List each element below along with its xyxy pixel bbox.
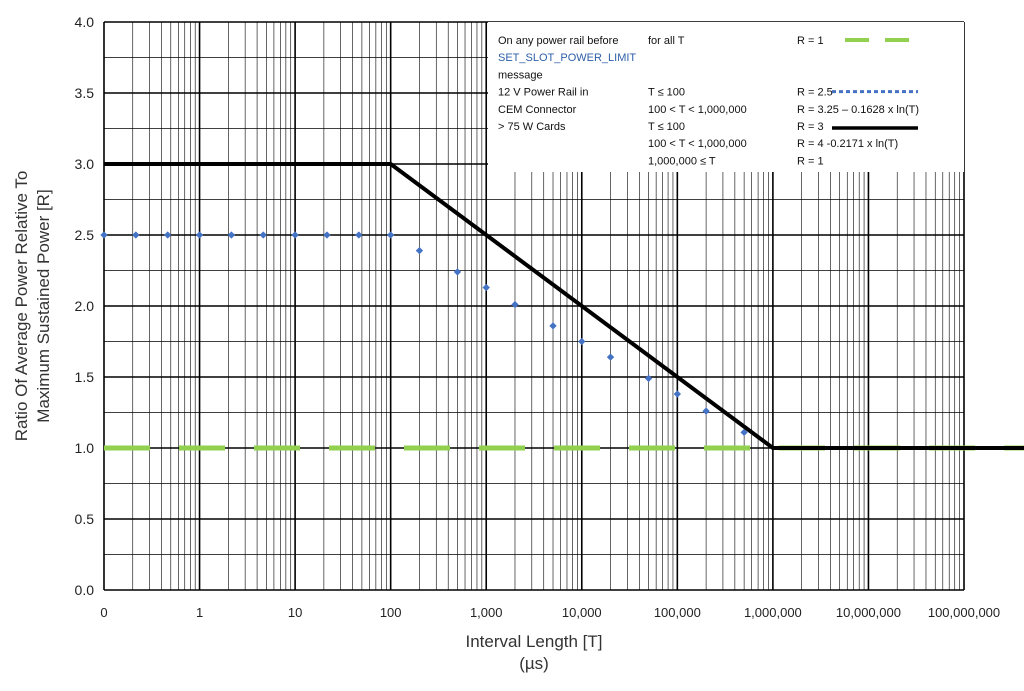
legend-box — [488, 22, 964, 172]
legend: On any power rail before for all T R = 1 SE… — [488, 22, 964, 172]
series-r25-point — [227, 231, 236, 239]
legend-cell-formula: R = 1 — [797, 155, 824, 167]
x-tick-label: 100,000 — [654, 605, 701, 620]
y-tick-label: 0.5 — [75, 511, 95, 527]
legend-cell-range: for all T — [648, 35, 685, 47]
x-tick-labels: 0 1 10 100 1,000 10,000 100,000 1,000,000 10,000… — [100, 605, 1000, 620]
x-tick-label: 10,000,000 — [836, 605, 901, 620]
series-r25-point — [386, 231, 395, 239]
x-tick-label: 100 — [380, 605, 402, 620]
series-r25-point — [291, 231, 299, 239]
y-tick-label: 1.5 — [75, 369, 95, 385]
legend-cell-range: 1,000,000 ≤ T — [648, 155, 716, 167]
x-tick-label: 100,000,000 — [928, 605, 1000, 620]
series-r25-point — [549, 322, 557, 330]
y-axis-title-line1: Ratio Of Average Power Relative To — [12, 171, 31, 442]
y-tick-label: 1.0 — [75, 440, 95, 456]
legend-cell-condition: > 75 W Cards — [498, 121, 566, 133]
y-tick-labels: 0.0 0.5 1.0 1.5 2.0 2.5 3.0 3.5 4.0 — [75, 14, 95, 598]
y-tick-label: 3.0 — [75, 156, 95, 172]
series-r25-point — [100, 231, 108, 239]
legend-cell-formula: R = 3.25 – 0.1628 x ln(T) — [797, 104, 919, 116]
series-r25-point — [453, 268, 462, 276]
series-r25-point — [164, 231, 172, 239]
series-r25-point — [415, 246, 424, 255]
y-tick-label: 2.0 — [75, 298, 95, 314]
series-r25-point — [355, 231, 363, 239]
legend-cell-range: 100 < T < 1,000,000 — [648, 138, 747, 150]
legend-cell-formula: R = 1 — [797, 35, 824, 47]
series-r25-point — [482, 283, 490, 292]
series-r25-point — [195, 231, 204, 239]
y-tick-label: 0.0 — [75, 582, 95, 598]
series-r25-point — [323, 231, 331, 239]
x-tick-label: 1 — [196, 605, 203, 620]
series-r25-point — [132, 231, 140, 239]
series-layer — [100, 162, 1024, 451]
series-r25-point — [511, 300, 519, 309]
series-r25-point — [673, 390, 682, 398]
legend-cell-range: T ≤ 100 — [648, 87, 685, 99]
y-tick-label: 4.0 — [75, 14, 95, 30]
legend-cell-condition: CEM Connector — [498, 104, 577, 116]
legend-cell-condition: message — [498, 69, 543, 81]
x-tick-label: 0 — [100, 605, 107, 620]
legend-cell-range: T ≤ 100 — [648, 121, 685, 133]
legend-cell-range: 100 < T < 1,000,000 — [648, 104, 747, 116]
y-tick-label: 3.5 — [75, 85, 95, 101]
series-r25-point — [259, 231, 267, 239]
series-r25-point — [740, 428, 748, 437]
y-tick-label: 2.5 — [75, 227, 95, 243]
legend-cell-formula: R = 3 — [797, 121, 824, 133]
x-tick-label: 10,000 — [562, 605, 602, 620]
x-tick-label: 10 — [288, 605, 302, 620]
legend-cell-condition: On any power rail before — [498, 35, 618, 47]
legend-cell-formula: R = 4 -0.2171 x ln(T) — [797, 138, 898, 150]
series-r25-point — [702, 407, 710, 415]
x-tick-label: 1,000,000 — [744, 605, 802, 620]
x-tick-label: 1,000 — [470, 605, 503, 620]
y-axis-title-line2: Maximum Sustained Power [R] — [34, 189, 53, 422]
series-r25-point — [578, 337, 586, 346]
legend-cell-formula: R = 2.5 — [797, 87, 833, 99]
series-r25-point — [606, 353, 615, 361]
x-axis-unit: (µs) — [519, 654, 549, 673]
legend-cell-condition: 12 V Power Rail in — [498, 87, 589, 99]
series-r25-point — [644, 374, 653, 383]
legend-cell-condition: SET_SLOT_POWER_LIMIT — [498, 52, 636, 64]
series-r3-line — [104, 162, 1024, 450]
x-axis-title: Interval Length [T] — [465, 632, 602, 651]
